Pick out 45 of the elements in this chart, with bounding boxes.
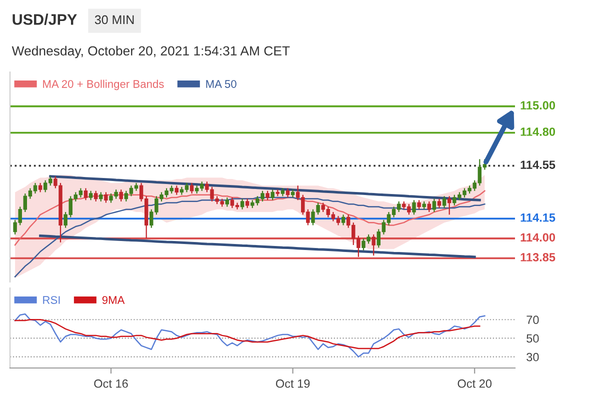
candlestick xyxy=(437,198,442,209)
candlestick xyxy=(190,182,194,194)
chart-subtitle: Wednesday, October 20, 2021 1:54:31 AM CET xyxy=(12,46,290,58)
y-tick-label: 30 xyxy=(526,352,539,362)
candlestick xyxy=(174,185,179,196)
candlestick xyxy=(432,198,436,213)
candlestick xyxy=(225,196,230,208)
x-tick-label: Oct 16 xyxy=(94,379,128,388)
ref-line-label: 114.55 xyxy=(520,160,556,169)
legend-label: MA 20 + Bollinger Bands xyxy=(43,80,164,90)
candlestick xyxy=(442,196,446,209)
candlestick xyxy=(417,200,421,210)
y-tick-label: 50 xyxy=(526,334,539,343)
y-tick-label: 70 xyxy=(526,316,539,324)
candlestick xyxy=(270,188,274,201)
ref-line-label: 114.80 xyxy=(520,128,556,136)
x-tick-label: Oct 20 xyxy=(458,379,492,388)
candlestick xyxy=(286,188,290,198)
candlestick xyxy=(412,200,416,216)
ref-line-label: 115.00 xyxy=(520,101,556,110)
chart-title: USD/JPY xyxy=(12,14,77,26)
candlestick xyxy=(38,182,42,193)
candlestick xyxy=(104,192,108,204)
ref-line-label: 113.85 xyxy=(520,253,556,262)
candlestick xyxy=(447,196,452,216)
candlestick xyxy=(119,188,123,202)
x-tick-label: Oct 19 xyxy=(276,379,310,388)
line-series xyxy=(14,313,486,358)
candlestick xyxy=(88,190,93,201)
candlestick xyxy=(240,198,244,210)
candlestick xyxy=(84,188,88,201)
candlestick xyxy=(341,214,346,226)
legend-label: MA 50 xyxy=(206,80,236,88)
candlestick xyxy=(99,192,103,202)
candlestick xyxy=(427,200,432,213)
candlestick xyxy=(266,190,270,201)
text: 30 MIN xyxy=(94,15,134,24)
ref-line-label: 114.15 xyxy=(520,214,556,222)
legend-label: RSI xyxy=(43,296,60,304)
legend-label: 9MA xyxy=(102,296,125,304)
candlestick xyxy=(245,198,250,209)
line-series xyxy=(14,319,480,350)
ref-line-label: 114.00 xyxy=(520,233,556,242)
candlestick xyxy=(372,234,376,256)
candlestick xyxy=(94,190,98,202)
